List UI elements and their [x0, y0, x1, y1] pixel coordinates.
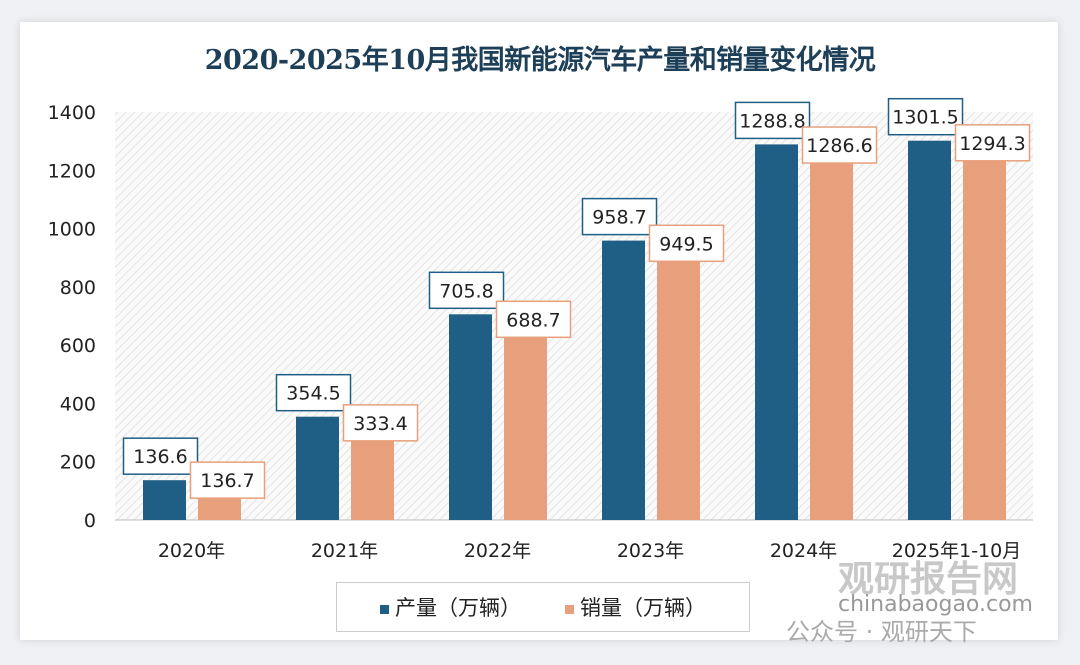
- bar: [504, 319, 547, 520]
- data-label: 136.6: [133, 446, 187, 468]
- data-label: 958.7: [592, 207, 646, 229]
- y-tick-label: 800: [60, 277, 96, 299]
- watermark-logo-text: 观研报告网: [838, 559, 1019, 600]
- legend-item-sales: 销量（万辆）: [565, 592, 706, 622]
- data-label-box: [122, 437, 199, 475]
- bar: [963, 142, 1006, 520]
- data-label-box: [801, 126, 878, 164]
- y-tick-label: 1400: [48, 102, 96, 124]
- x-tick-label: 2023年: [617, 540, 684, 562]
- chart-title: 2020-2025年10月我国新能源汽车产量和销量变化情况: [204, 45, 876, 76]
- watermark-account: 公众号 · 观研天下: [786, 618, 977, 646]
- data-label: 949.5: [659, 233, 713, 255]
- data-label-box: [275, 373, 352, 412]
- bar: [657, 243, 700, 520]
- bar: [602, 240, 645, 520]
- x-tick-label: 2022年: [464, 540, 531, 562]
- x-tick-label: 2025年1-10月: [892, 540, 1021, 562]
- data-label-box: [954, 124, 1031, 162]
- data-label: 1288.8: [739, 110, 805, 132]
- x-tick-label: 2020年: [158, 540, 225, 562]
- y-tick-label: 1000: [48, 219, 96, 241]
- bar: [755, 144, 798, 520]
- data-label: 354.5: [286, 383, 340, 405]
- bar: [296, 416, 339, 520]
- data-label: 1294.3: [959, 133, 1025, 155]
- data-label-box: [428, 271, 505, 310]
- y-tick-label: 600: [60, 335, 96, 357]
- bar: [810, 145, 853, 520]
- y-tick-label: 400: [60, 393, 96, 415]
- data-label: 333.4: [353, 413, 407, 435]
- data-label-box: [887, 97, 964, 136]
- y-tick-label: 1200: [48, 160, 96, 182]
- data-label-box: [581, 197, 658, 236]
- data-label-box: [342, 404, 419, 442]
- data-label-box: [734, 101, 811, 140]
- x-tick-label: 2024年: [770, 540, 837, 562]
- watermark-url: chinabaogao.com: [838, 592, 1033, 617]
- data-label-box: [495, 300, 572, 339]
- y-tick-label: 200: [60, 452, 96, 474]
- legend-item-production: 产量（万辆）: [380, 592, 521, 622]
- data-label: 688.7: [506, 309, 560, 331]
- bar: [449, 314, 492, 520]
- data-label: 1286.6: [806, 135, 872, 157]
- x-tick-label: 2021年: [311, 540, 378, 562]
- data-label: 136.7: [200, 470, 254, 492]
- data-label: 705.8: [439, 280, 493, 302]
- plot-area: [115, 112, 1033, 520]
- bar: [908, 140, 951, 520]
- bar: [143, 480, 186, 520]
- y-tick-label: 0: [84, 510, 96, 532]
- data-label-box: [189, 461, 266, 499]
- legend: 产量（万辆） 销量（万辆）: [336, 582, 750, 632]
- data-label: 1301.5: [892, 107, 958, 129]
- data-label-box: [648, 224, 725, 263]
